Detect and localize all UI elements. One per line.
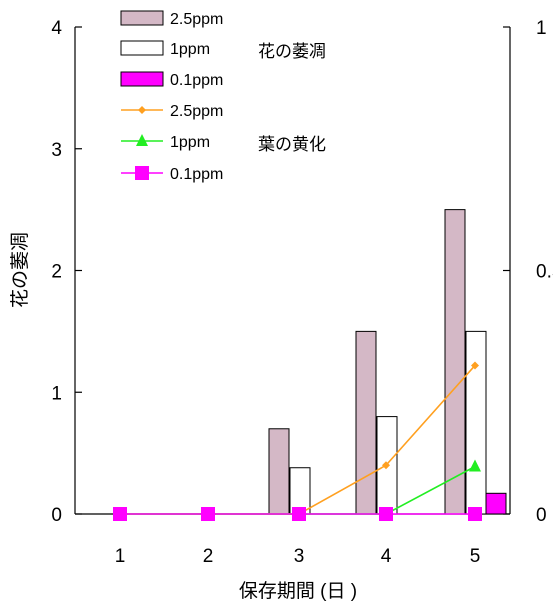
bar bbox=[485, 492, 507, 515]
legend-label: 1ppm bbox=[170, 134, 210, 151]
x-tick-label: 4 bbox=[381, 546, 392, 567]
bar bbox=[268, 428, 290, 515]
y2-tick-label: 0 bbox=[536, 505, 547, 526]
y2-tick-label: 0.5 bbox=[536, 262, 553, 283]
legend-label: 2.5ppm bbox=[170, 11, 223, 28]
bar bbox=[444, 209, 466, 515]
legend-label: 2.5ppm bbox=[170, 103, 223, 120]
legend-group-label-flower: 花の萎凋 bbox=[258, 42, 326, 61]
y-tick-label: 2 bbox=[51, 262, 62, 283]
bar bbox=[465, 330, 487, 515]
line-series bbox=[113, 361, 482, 521]
line-point bbox=[469, 459, 481, 472]
y-tick-label: 4 bbox=[51, 18, 62, 39]
line-point bbox=[379, 507, 393, 521]
x-tick-label: 3 bbox=[294, 546, 305, 567]
y-tick-label: 3 bbox=[51, 140, 62, 161]
line-point bbox=[382, 461, 390, 470]
line-point bbox=[113, 507, 127, 521]
y2-tick-label: 1 bbox=[536, 18, 547, 39]
y-tick-label: 0 bbox=[51, 505, 62, 526]
legend-swatch bbox=[120, 71, 164, 87]
line-point bbox=[468, 507, 482, 521]
x-axis-label: 保存期間 (日 ) bbox=[239, 580, 357, 602]
tick-labels: 0 1 2 3 4 0 0.5 1 1 2 3 4 5 bbox=[51, 18, 553, 567]
x-tick-label: 1 bbox=[115, 546, 126, 567]
bar bbox=[355, 330, 377, 515]
legend-group-label-leaf: 葉の黄化 bbox=[258, 135, 326, 154]
legend-label: 1ppm bbox=[170, 41, 210, 58]
legend-swatch bbox=[120, 40, 164, 56]
y-axis-label: 花の萎凋 bbox=[9, 232, 31, 308]
line-point bbox=[135, 166, 149, 180]
line-point bbox=[138, 106, 146, 114]
line-point bbox=[136, 134, 148, 146]
line-point bbox=[292, 507, 306, 521]
line-point bbox=[471, 361, 479, 370]
y-tick-label: 1 bbox=[51, 383, 62, 404]
line-point bbox=[201, 507, 215, 521]
legend: 2.5ppm 1ppm 0.1ppm 2.5ppm 1ppm 0.1ppm bbox=[120, 10, 223, 183]
legend-swatch bbox=[120, 10, 164, 26]
x-tick-label: 5 bbox=[470, 546, 481, 567]
legend-label: 0.1ppm bbox=[170, 166, 223, 183]
legend-label: 0.1ppm bbox=[170, 72, 223, 89]
x-tick-label: 2 bbox=[203, 546, 214, 567]
